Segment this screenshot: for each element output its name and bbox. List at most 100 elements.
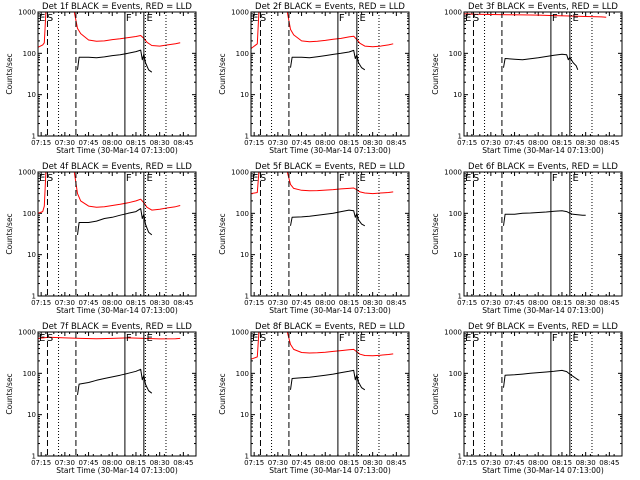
y-tick-label: 10 <box>240 251 249 259</box>
y-tick-label: 1000 <box>18 329 36 337</box>
x-tick-label: 07:15 <box>244 139 264 147</box>
series-line-lld <box>38 172 181 214</box>
y-tick-label: 1 <box>32 133 36 141</box>
plot-frame <box>250 11 410 137</box>
y-tick-label: 1 <box>458 133 462 141</box>
plot-frame <box>37 331 197 457</box>
y-tick-label: 1 <box>245 453 249 461</box>
x-tick-label: 08:00 <box>102 299 122 307</box>
x-tick-label: 08:45 <box>386 299 406 307</box>
chart-panel: Det 1f BLACK = Events, RED = LLD 1 10 100 10… <box>5 2 197 155</box>
flag-label: E <box>252 173 258 184</box>
chart-title: Det 2f BLACK = Events, RED = LLD <box>255 2 405 12</box>
flag-label: F <box>339 13 345 24</box>
flag-label: S <box>473 13 479 24</box>
series-line-events <box>503 53 579 70</box>
flag-label: S <box>47 13 53 24</box>
y-axis-label: Counts/sec <box>431 373 440 414</box>
x-axis-label: Start Time (30-Mar-14 07:13:00) <box>482 466 604 475</box>
plot-frame <box>463 171 623 297</box>
y-axis-label: Counts/sec <box>5 53 14 94</box>
plot-frame <box>463 11 623 137</box>
x-axis-label: Start Time (30-Mar-14 07:13:00) <box>269 146 391 155</box>
x-tick-label: 07:45 <box>291 139 311 147</box>
y-tick-label: 100 <box>23 210 36 218</box>
plot-frame <box>37 11 197 137</box>
y-tick-label: 100 <box>23 50 36 58</box>
flag-label: S <box>260 173 266 184</box>
x-tick-label: 07:30 <box>268 459 288 467</box>
x-axis-label: Start Time (30-Mar-14 07:13:00) <box>269 306 391 315</box>
x-tick-label: 07:30 <box>481 299 501 307</box>
x-tick-label: 08:45 <box>173 459 193 467</box>
flag-label: F <box>339 333 345 344</box>
flag-label: E <box>252 333 258 344</box>
x-tick-label: 08:15 <box>339 459 359 467</box>
x-tick-label: 08:00 <box>528 139 548 147</box>
plot-frame <box>463 331 623 457</box>
x-tick-label: 08:45 <box>599 299 619 307</box>
y-tick-label: 1000 <box>444 169 462 177</box>
flag-label: S <box>47 173 53 184</box>
x-tick-label: 07:30 <box>55 459 75 467</box>
x-tick-label: 07:30 <box>55 139 75 147</box>
series-line-events <box>77 49 153 73</box>
y-tick-label: 1000 <box>231 329 249 337</box>
y-axis-label: Counts/sec <box>5 373 14 414</box>
x-tick-label: 07:45 <box>504 299 524 307</box>
series-line-lld <box>251 332 394 360</box>
flag-label: F <box>126 13 132 24</box>
y-tick-label: 1000 <box>18 9 36 17</box>
flag-label: E <box>359 173 365 184</box>
y-axis-label: Counts/sec <box>431 213 440 254</box>
flag-label: F <box>126 173 132 184</box>
x-tick-label: 08:45 <box>386 459 406 467</box>
series-line-events <box>77 208 153 236</box>
plot-area <box>251 332 394 391</box>
y-tick-label: 10 <box>27 91 36 99</box>
y-tick-label: 1000 <box>444 9 462 17</box>
x-tick-label: 07:45 <box>291 459 311 467</box>
y-tick-label: 10 <box>453 411 462 419</box>
flag-label: S <box>260 333 266 344</box>
y-tick-label: 1 <box>245 293 249 301</box>
x-tick-label: 08:15 <box>126 459 146 467</box>
x-tick-label: 08:30 <box>150 459 170 467</box>
chart-title: Det 7f BLACK = Events, RED = LLD <box>42 322 192 332</box>
chart-title: Det 8f BLACK = Events, RED = LLD <box>255 322 405 332</box>
y-axis-label: Counts/sec <box>431 53 440 94</box>
flag-label: S <box>47 333 53 344</box>
plot-area <box>503 369 580 388</box>
flag-label: E <box>572 333 578 344</box>
chart-title: Det 5f BLACK = Events, RED = LLD <box>255 162 405 172</box>
x-axis-label: Start Time (30-Mar-14 07:13:00) <box>56 466 178 475</box>
x-tick-label: 08:15 <box>552 139 572 147</box>
x-tick-label: 08:00 <box>102 139 122 147</box>
x-tick-label: 08:30 <box>363 459 383 467</box>
flag-label: E <box>359 13 365 24</box>
plot-frame <box>250 171 410 297</box>
x-tick-label: 08:15 <box>552 299 572 307</box>
y-axis-label: Counts/sec <box>218 373 227 414</box>
flag-label: F <box>552 13 558 24</box>
flag-label: E <box>39 333 45 344</box>
x-tick-label: 08:00 <box>315 139 335 147</box>
x-tick-label: 07:15 <box>457 299 477 307</box>
chart-title: Det 3f BLACK = Events, RED = LLD <box>468 2 618 12</box>
flag-label: E <box>146 173 152 184</box>
x-tick-label: 08:45 <box>386 139 406 147</box>
y-tick-label: 100 <box>236 370 249 378</box>
y-axis-label: Counts/sec <box>218 213 227 254</box>
x-tick-label: 07:15 <box>244 459 264 467</box>
y-tick-label: 1 <box>32 453 36 461</box>
x-tick-label: 07:15 <box>457 459 477 467</box>
flag-label: E <box>572 173 578 184</box>
series-line-lld <box>251 172 394 195</box>
series-line-events <box>290 49 366 71</box>
y-tick-label: 1000 <box>231 9 249 17</box>
y-tick-label: 1000 <box>18 169 36 177</box>
y-tick-label: 10 <box>27 411 36 419</box>
x-tick-label: 08:15 <box>126 299 146 307</box>
series-line-events <box>77 368 153 395</box>
plot-area <box>38 12 181 73</box>
